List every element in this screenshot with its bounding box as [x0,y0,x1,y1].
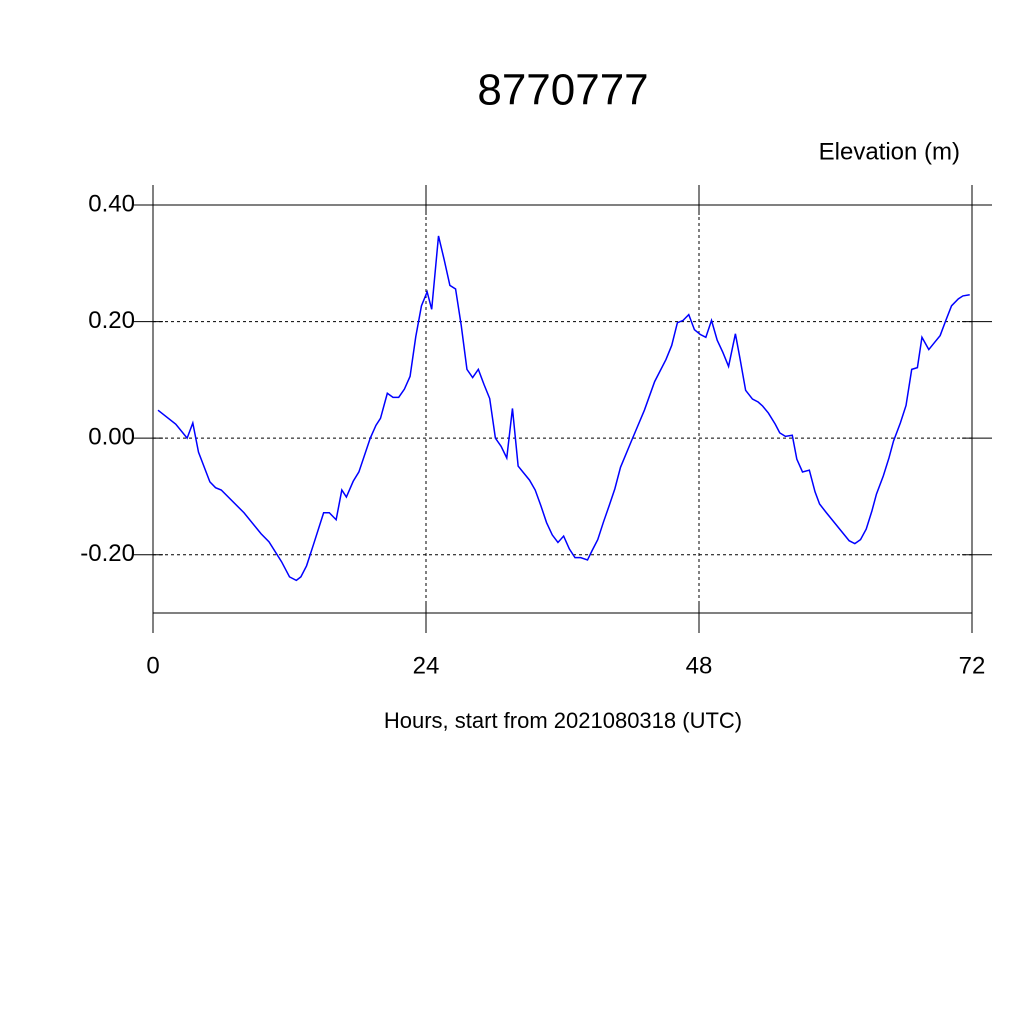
y-tick-label: -0.20 [80,540,135,567]
y-tick-label: 0.00 [88,423,135,450]
chart-title: 8770777 [477,66,648,115]
x-tick-label: 48 [686,652,713,679]
x-tick-label: 24 [413,652,440,679]
x-tick-label: 0 [146,652,159,679]
x-axis-label: Hours, start from 2021080318 (UTC) [384,708,742,733]
y-tick-label: 0.40 [88,190,135,217]
x-tick-label: 72 [959,652,986,679]
data-line [157,235,970,582]
y-tick-label: 0.20 [88,307,135,334]
y-axis-label: Elevation (m) [819,138,960,165]
